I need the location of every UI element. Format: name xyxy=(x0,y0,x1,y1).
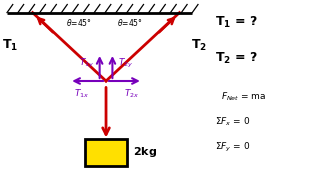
Text: $\mathbf{m=}$: $\mathbf{m=}$ xyxy=(93,147,116,157)
Text: $\mathbf{T_1}$: $\mathbf{T_1}$ xyxy=(2,37,18,53)
Text: $T_{2x}$: $T_{2x}$ xyxy=(124,87,139,100)
Text: $\Sigma F_y$ = 0: $\Sigma F_y$ = 0 xyxy=(215,140,250,154)
Text: $\mathbf{T_2}$ = ?: $\mathbf{T_2}$ = ? xyxy=(215,50,257,66)
Text: $T_{2y}$: $T_{2y}$ xyxy=(117,57,133,69)
Text: $\theta$=45°: $\theta$=45° xyxy=(117,17,143,28)
Text: $\mathbf{T_2}$: $\mathbf{T_2}$ xyxy=(191,37,207,53)
Text: $T_{1x}$: $T_{1x}$ xyxy=(75,87,90,100)
Text: $\mathbf{T_1}$ = ?: $\mathbf{T_1}$ = ? xyxy=(215,14,257,30)
Text: $\Sigma F_x$ = 0: $\Sigma F_x$ = 0 xyxy=(215,115,250,128)
Text: $F_{Net}$ = ma: $F_{Net}$ = ma xyxy=(221,90,266,102)
Text: $\mathbf{2kg}$: $\mathbf{2kg}$ xyxy=(133,145,157,159)
Text: $T_{1y}$: $T_{1y}$ xyxy=(79,57,94,69)
Bar xyxy=(85,139,127,166)
Text: $\theta$=45°: $\theta$=45° xyxy=(66,17,92,28)
